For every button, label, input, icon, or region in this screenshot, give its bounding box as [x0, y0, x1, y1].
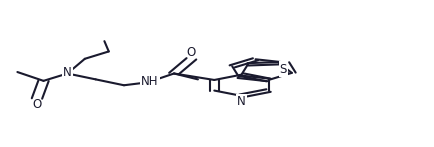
Text: NH: NH	[141, 75, 158, 88]
Text: S: S	[279, 63, 286, 76]
Text: O: O	[32, 98, 42, 111]
Text: O: O	[186, 46, 196, 59]
Text: N: N	[237, 95, 245, 108]
Text: N: N	[63, 66, 72, 78]
